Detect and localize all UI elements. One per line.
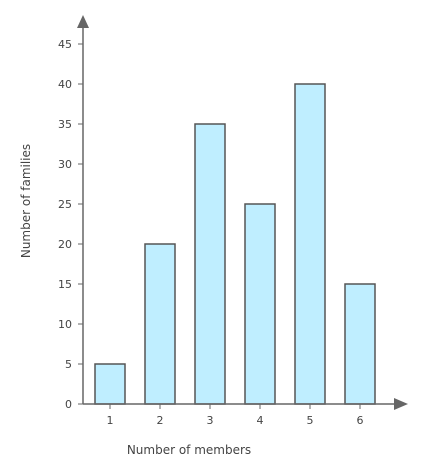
y-tick-label: 10 [58,318,72,331]
x-axis-label: Number of members [127,443,251,457]
x-ticks-group: 1 2 3 4 5 6 [107,404,364,427]
y-axis-arrow-icon [77,15,89,28]
x-tick-label: 5 [307,414,314,427]
x-tick-label: 3 [207,414,214,427]
bar-1 [94,363,126,405]
y-tick-label: 35 [58,118,72,131]
y-tick-label: 40 [58,78,72,91]
y-tick-label: 25 [58,198,72,211]
y-tick-label: 5 [65,358,72,371]
y-tick-label: 20 [58,238,72,251]
x-tick-label: 6 [357,414,364,427]
y-tick-label: 30 [58,158,72,171]
bar-4 [244,203,276,405]
x-tick-label: 2 [157,414,164,427]
x-tick-label: 1 [107,414,114,427]
bar-5 [294,83,326,405]
y-tick-label: 0 [65,398,72,411]
y-tick-label: 45 [58,38,72,51]
bar-3 [194,123,226,405]
bar-6 [344,283,376,405]
bars-group [94,83,376,405]
x-axis-arrow-icon [394,398,408,410]
y-tick-label: 15 [58,278,72,291]
bar-2 [144,243,176,405]
axes-group [77,15,408,410]
y-axis-label: Number of families [19,144,33,258]
x-tick-label: 4 [257,414,264,427]
y-ticks-group: 0 5 10 15 20 25 30 35 40 45 [58,38,83,411]
